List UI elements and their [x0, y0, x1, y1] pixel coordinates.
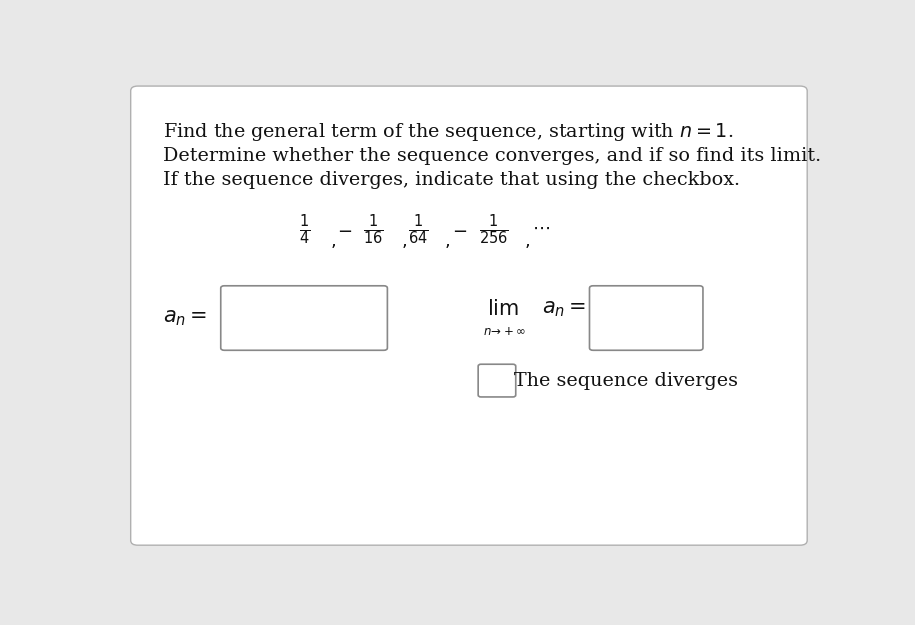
- Text: Determine whether the sequence converges, and if so find its limit.: Determine whether the sequence converges…: [163, 147, 821, 165]
- Text: If the sequence diverges, indicate that using the checkbox.: If the sequence diverges, indicate that …: [163, 171, 739, 189]
- FancyBboxPatch shape: [221, 286, 387, 350]
- FancyBboxPatch shape: [479, 364, 516, 397]
- Text: $-$: $-$: [338, 221, 352, 239]
- Text: Find the general term of the sequence, starting with $n = 1$.: Find the general term of the sequence, s…: [163, 121, 733, 142]
- Text: $,$: $,$: [329, 231, 336, 249]
- Text: $,$: $,$: [444, 231, 450, 249]
- Text: $a_n =$: $a_n =$: [163, 308, 207, 328]
- Text: $\frac{1}{4}$: $\frac{1}{4}$: [299, 213, 310, 248]
- Text: $\cdots$: $\cdots$: [533, 219, 550, 236]
- Text: $\frac{1}{256}$: $\frac{1}{256}$: [479, 213, 509, 248]
- Text: $a_n =$: $a_n =$: [542, 299, 587, 319]
- Text: $,$: $,$: [401, 231, 406, 249]
- Text: The sequence diverges: The sequence diverges: [513, 372, 737, 389]
- FancyBboxPatch shape: [131, 86, 807, 545]
- Text: $\mathrm{lim}$: $\mathrm{lim}$: [487, 299, 519, 319]
- Text: $-$: $-$: [452, 221, 468, 239]
- FancyBboxPatch shape: [589, 286, 703, 350]
- Text: $n\!\to\!+\infty$: $n\!\to\!+\infty$: [483, 325, 526, 338]
- Text: $,$: $,$: [524, 231, 530, 249]
- Text: $\frac{1}{64}$: $\frac{1}{64}$: [407, 213, 428, 248]
- Text: $\frac{1}{16}$: $\frac{1}{16}$: [363, 213, 383, 248]
